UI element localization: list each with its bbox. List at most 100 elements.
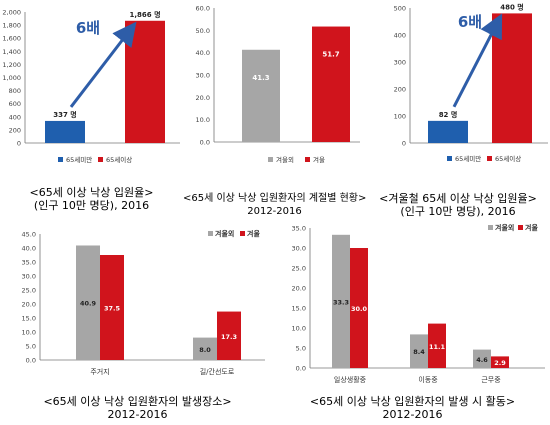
caption-line: (인구 10만 명당), 2016 xyxy=(400,205,516,218)
caption-chart-3: <겨울철 65세 이상 낙상 입원율> (인구 10만 명당), 2016 xyxy=(366,192,550,218)
y-tick-label: 40.0 xyxy=(22,245,36,253)
bar xyxy=(332,234,350,368)
legend-swatch xyxy=(487,156,492,161)
y-tick-label: 200 xyxy=(9,126,21,134)
legend-swatch xyxy=(240,231,245,236)
y-tick-label: 60.0 xyxy=(196,5,210,13)
bar xyxy=(100,255,124,360)
data-label: 40.9 xyxy=(80,300,97,308)
bar xyxy=(217,311,241,360)
annotation-label: 6배 xyxy=(458,13,482,31)
data-label: 337 명 xyxy=(53,110,77,119)
data-label: 8.4 xyxy=(413,348,425,356)
legend-swatch xyxy=(208,231,213,236)
caption-line: <겨울철 65세 이상 낙상 입원율> xyxy=(379,192,537,205)
caption-chart-2: <65세 이상 낙상 입원환자의 계절별 현황> 2012-2016 xyxy=(183,192,366,218)
legend-swatch xyxy=(58,157,63,162)
bar xyxy=(491,356,509,368)
legend-label: 겨울외 xyxy=(215,229,234,238)
legend-swatch xyxy=(268,157,273,162)
y-tick-label: 25.0 xyxy=(22,287,36,295)
caption-line: 2012-2016 xyxy=(382,408,443,421)
y-tick-label: 400 xyxy=(394,32,406,40)
caption-line: <65세 이상 낙상 입원환자의 계절별 현황> xyxy=(183,193,367,204)
y-tick-label: 600 xyxy=(9,100,21,108)
x-tick-label: 일상생활중 xyxy=(334,375,367,384)
x-tick-label: 주거지 xyxy=(90,367,109,376)
y-tick-label: 15.0 xyxy=(292,305,306,313)
y-tick-label: 0.0 xyxy=(200,139,210,147)
data-label: 82 명 xyxy=(439,110,458,119)
bar xyxy=(312,26,350,142)
legend-label: 겨울외 xyxy=(495,223,514,232)
y-tick-label: 40.0 xyxy=(196,49,210,57)
data-label: 4.6 xyxy=(476,356,488,364)
legend-swatch xyxy=(488,225,493,230)
data-label: 1,866 명 xyxy=(129,10,160,19)
legend-swatch xyxy=(305,157,310,162)
data-label: 480 명 xyxy=(500,2,524,11)
data-label: 37.5 xyxy=(104,305,121,313)
x-tick-label: 이동중 xyxy=(418,375,438,384)
y-tick-label: 35.0 xyxy=(22,259,36,267)
y-tick-label: 15.0 xyxy=(22,315,36,323)
data-label: 2.9 xyxy=(494,359,506,367)
y-tick-label: 30.0 xyxy=(196,72,210,80)
y-tick-label: 0.0 xyxy=(296,365,306,373)
bar xyxy=(492,13,532,144)
data-label: 33.3 xyxy=(333,298,349,306)
bar xyxy=(350,248,368,368)
data-label: 8.0 xyxy=(199,346,211,354)
y-tick-label: 1,800 xyxy=(2,22,21,30)
y-tick-label: 1,200 xyxy=(2,61,21,69)
y-tick-label: 0 xyxy=(17,140,21,148)
legend-swatch xyxy=(447,156,452,161)
caption-line: 2012-2016 xyxy=(247,206,302,217)
data-label: 41.3 xyxy=(252,74,269,82)
data-label: 51.7 xyxy=(322,51,339,59)
y-tick-label: 500 xyxy=(394,5,406,13)
y-tick-label: 10.0 xyxy=(196,116,210,124)
growth-arrow xyxy=(69,21,137,108)
legend-label: 65세미만 xyxy=(455,154,481,163)
data-label: 17.3 xyxy=(221,333,237,341)
legend-swatch xyxy=(518,225,523,230)
bar xyxy=(193,337,217,360)
caption-line: (인구 10만 명당), 2016 xyxy=(33,199,150,212)
bar xyxy=(76,245,100,360)
legend-label: 겨울 xyxy=(525,223,538,232)
y-tick-label: 1,600 xyxy=(2,35,21,43)
legend-label: 겨울 xyxy=(313,155,325,164)
y-tick-label: 20.0 xyxy=(196,94,210,102)
caption-line: <65세 이상 낙상 입원환자의 발생 시 활동> xyxy=(309,395,516,408)
y-tick-label: 50.0 xyxy=(196,27,210,35)
y-tick-label: 2,000 xyxy=(2,9,21,17)
data-label: 11.1 xyxy=(429,343,446,351)
caption-line: 2012-2016 xyxy=(107,408,168,421)
y-tick-label: 0.0 xyxy=(26,357,36,365)
x-tick-label: 길/간선도로 xyxy=(200,367,235,376)
y-tick-label: 30.0 xyxy=(292,245,306,253)
bar xyxy=(428,323,446,368)
y-tick-label: 1,000 xyxy=(2,74,21,82)
y-tick-label: 800 xyxy=(9,87,21,95)
y-tick-label: 100 xyxy=(394,113,406,121)
bar xyxy=(473,349,491,368)
caption-line: <65세 이상 낙상 입원율> xyxy=(29,186,154,199)
y-tick-label: 25.0 xyxy=(292,265,306,273)
y-tick-label: 200 xyxy=(394,86,406,94)
bar xyxy=(242,49,280,142)
legend-label: 65세미만 xyxy=(66,155,92,164)
caption-chart-5: <65세 이상 낙상 입원환자의 발생 시 활동> 2012-2016 xyxy=(275,395,550,421)
y-tick-label: 0 xyxy=(402,140,406,148)
legend-label: 65세이상 xyxy=(495,154,521,163)
y-tick-label: 35.0 xyxy=(292,225,306,233)
y-tick-label: 45.0 xyxy=(22,231,36,239)
x-tick-label: 근무중 xyxy=(481,376,501,384)
data-label: 30.0 xyxy=(351,305,368,313)
growth-arrow xyxy=(452,13,503,108)
caption-chart-4: <65세 이상 낙상 입원환자의 발생장소> 2012-2016 xyxy=(0,395,275,421)
y-tick-label: 300 xyxy=(394,59,406,67)
caption-line: <65세 이상 낙상 입원환자의 발생장소> xyxy=(43,395,232,408)
